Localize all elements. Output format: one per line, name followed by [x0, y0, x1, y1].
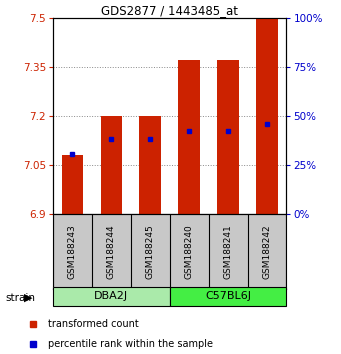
Bar — [53, 287, 170, 306]
Text: transformed count: transformed count — [48, 319, 139, 329]
Text: percentile rank within the sample: percentile rank within the sample — [48, 339, 213, 349]
Text: DBA2J: DBA2J — [94, 291, 128, 302]
Text: GSM188240: GSM188240 — [184, 224, 194, 279]
Text: GSM188244: GSM188244 — [107, 224, 116, 279]
Bar — [170, 287, 286, 306]
Title: GDS2877 / 1443485_at: GDS2877 / 1443485_at — [101, 4, 238, 17]
Text: GSM188243: GSM188243 — [68, 224, 77, 279]
Text: GSM188245: GSM188245 — [146, 224, 155, 279]
Text: GSM188241: GSM188241 — [224, 224, 233, 279]
Text: C57BL6J: C57BL6J — [205, 291, 251, 302]
Text: ▶: ▶ — [24, 293, 32, 303]
Bar — [178, 60, 200, 214]
Bar — [139, 116, 161, 214]
Bar — [101, 116, 122, 214]
Bar — [62, 155, 83, 214]
Bar — [256, 18, 278, 214]
Bar — [217, 60, 239, 214]
Text: strain: strain — [5, 293, 35, 303]
Text: GSM188242: GSM188242 — [263, 224, 271, 279]
